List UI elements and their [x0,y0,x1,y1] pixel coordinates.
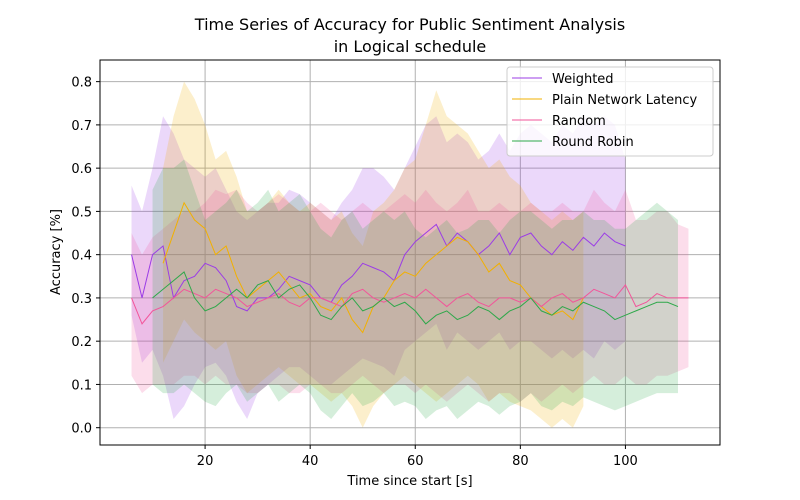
y-tick-label: 0.7 [71,119,92,134]
random-line [131,284,689,325]
round-robin-band [152,159,678,420]
x-tick-label: 80 [512,454,529,469]
x-tick-label: 60 [407,454,424,469]
series-lines [131,201,689,334]
legend-box [506,66,714,157]
chart-title-line-2: in Logical schedule [334,37,487,56]
y-tick-label: 0.3 [71,292,92,307]
weighted-band [131,116,626,420]
y-tick-label: 0.1 [71,378,92,393]
axis-ticks: 20 40 60 80 100 0.0 0.1 0.2 0.3 0.4 0.5 0.6 0.7 0.8 [71,76,638,469]
weighted-legend-label: Weighted [552,72,614,87]
y-tick-label: 0.4 [71,249,92,264]
y-tick-label: 0.0 [71,422,92,437]
chart-title-line-1: Time Series of Accuracy for Public Senti… [194,15,625,34]
x-tick-label: 100 [613,454,638,469]
legend: Weighted Plain Network Latency Random Round… [506,66,714,157]
random-legend-label: Random [552,114,606,129]
weighted-line [131,223,626,312]
x-tick-label: 20 [197,454,214,469]
plot-frame [99,59,721,446]
y-tick-label: 0.8 [71,76,92,91]
y-axis-label: Accuracy [%] [49,209,64,295]
x-tick-label: 40 [302,454,319,469]
x-axis-label: Time since start [s] [346,474,472,489]
round-robin-legend-label: Round Robin [552,135,634,150]
plain-network-latency-legend-label: Plain Network Latency [552,93,698,108]
y-tick-label: 0.6 [71,162,92,177]
y-tick-label: 0.2 [71,335,92,350]
y-tick-label: 0.5 [71,205,92,220]
round-robin-line [152,271,679,325]
plain-network-latency-band [163,81,584,428]
